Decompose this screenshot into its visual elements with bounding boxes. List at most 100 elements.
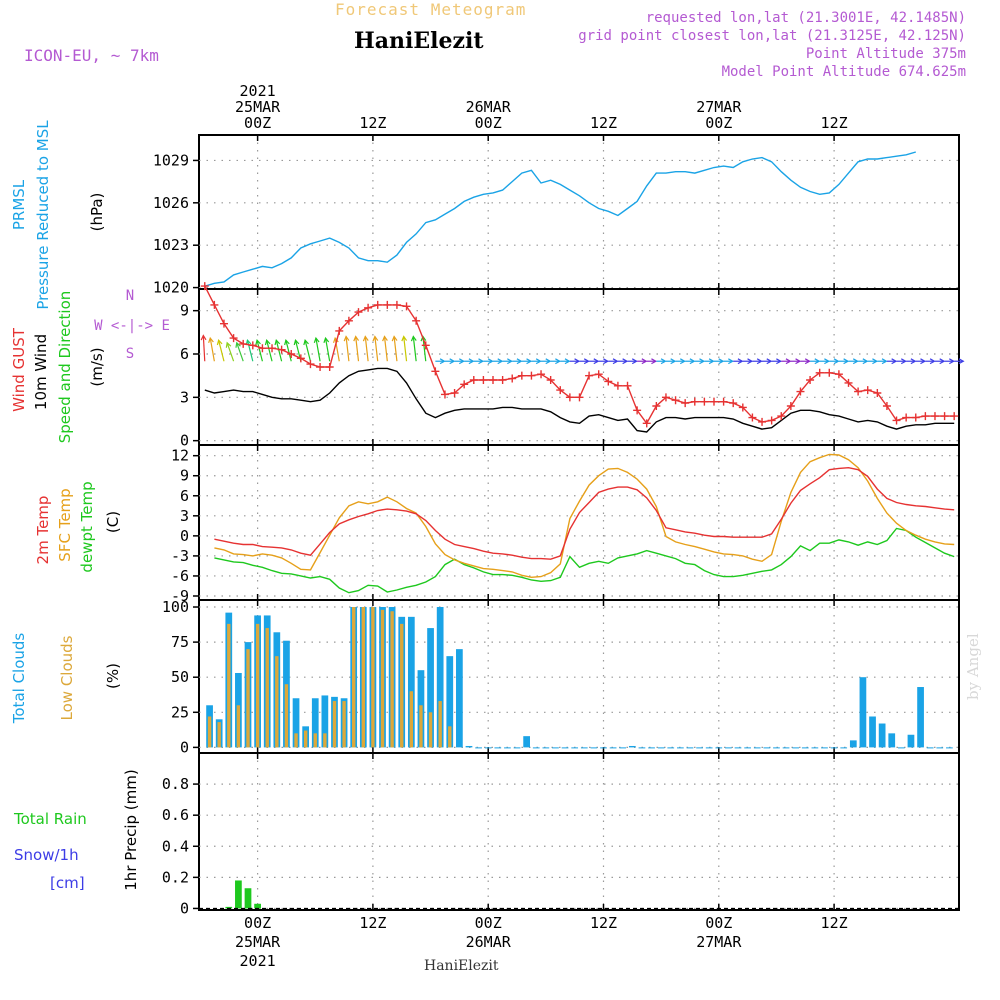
wind-arrow (275, 340, 283, 362)
total-cloud-bar (407, 616, 415, 748)
gust-marker (729, 399, 738, 408)
total-cloud-bar (292, 698, 300, 748)
wind-arrow-head (401, 335, 408, 342)
total-cloud-bar (446, 656, 454, 748)
total-cloud-bar (811, 747, 819, 749)
gridpoint-coords: grid point closest lon,lat (21.3125E, 42… (578, 28, 966, 44)
y-tick-label: 100 (162, 598, 189, 616)
wind-arrow (236, 342, 244, 362)
total-cloud-bar (801, 747, 809, 749)
total-cloud-bar (705, 747, 713, 749)
gust-marker (671, 396, 680, 405)
wind-arrow (285, 340, 292, 362)
gust-marker (585, 371, 594, 380)
y-tick-label: 1020 (153, 279, 189, 297)
time-label-bottom: 2021 (240, 952, 276, 970)
wind-arrow (246, 340, 254, 362)
low-cloud-bar (246, 649, 250, 748)
gust-marker (623, 381, 632, 390)
total-cloud-bar (840, 747, 848, 749)
wind-arrow (383, 336, 388, 362)
total-cloud-bar (513, 747, 521, 749)
time-label-top: 2021 (240, 82, 276, 100)
gust-marker (498, 376, 507, 384)
wind-arrow-head (439, 358, 446, 365)
dew-label: dewpt Temp (78, 481, 96, 572)
wind-arrow-head (651, 358, 658, 365)
gust-marker (239, 339, 248, 348)
low-cloud-bar (275, 656, 279, 748)
wind-arrow-head (747, 358, 754, 365)
total-cloud-bar (657, 747, 665, 749)
total-cloud-bar (427, 628, 434, 748)
y-tick-label: 0.6 (162, 806, 189, 824)
gust-marker (882, 402, 891, 410)
total-cloud-bar (696, 747, 703, 749)
y-tick-label: 3 (180, 388, 189, 406)
wind-arrow-head (458, 358, 465, 365)
snow-unit: [cm] (50, 874, 85, 892)
total-cloud-bar (580, 747, 588, 749)
gust-marker (412, 316, 421, 325)
total-cloud-bar (571, 747, 579, 749)
time-label-bottom: 12Z (359, 914, 386, 932)
temp2m-label: 2m Temp (34, 496, 52, 565)
wind-arrow-head (699, 358, 706, 365)
gust-marker (700, 397, 709, 406)
gust-marker (383, 300, 392, 309)
requested-coords: requested lon,lat (21.3001E, 42.1485N) (645, 10, 966, 26)
wind-arrow-head (814, 358, 821, 365)
cloud-unit: (%) (104, 663, 122, 689)
y-tick-label: 9 (180, 467, 189, 485)
time-label-top: 00Z (244, 114, 271, 132)
wind-arrow-head (670, 358, 677, 365)
total-cloud-bar (763, 747, 771, 749)
low-cloud-bar (438, 701, 442, 748)
wind-arrow-head (833, 358, 840, 365)
time-label-top: 12Z (359, 114, 386, 132)
total-cloud-bar (638, 747, 646, 749)
low-cloud-bar (207, 716, 212, 748)
wind-arrow-head (555, 358, 562, 365)
y-tick-label: 75 (171, 633, 189, 651)
gust-marker (248, 341, 257, 350)
time-label-bottom: 00Z (475, 914, 502, 932)
wind-arrow-head (372, 335, 379, 342)
total-cloud-bar (465, 745, 473, 748)
gust-label: Wind GUST (10, 327, 28, 412)
gust-marker (950, 412, 959, 421)
time-label-bottom: 00Z (244, 914, 271, 932)
wind-arrow-head (353, 335, 360, 342)
total-cloud-bar (869, 716, 876, 748)
sfc-label: SFC Temp (56, 488, 74, 561)
total-cloud-bar (523, 736, 530, 748)
wind-arrow-head (881, 358, 888, 365)
total-cloud-bar (628, 745, 636, 748)
wind-arrow (202, 335, 206, 362)
gust-marker (479, 376, 488, 384)
total-cloud-bar (494, 747, 502, 749)
y-tick-label: 50 (171, 668, 189, 686)
gust-marker (402, 302, 411, 311)
wind-arrow-head (852, 358, 859, 365)
total-cloud-bar (782, 747, 790, 749)
total-cloud-bar (475, 747, 482, 749)
wind-arrow-head (949, 358, 955, 365)
rain-bar (225, 906, 233, 909)
time-label-top: 00Z (475, 114, 502, 132)
wind-arrow-head (264, 338, 271, 346)
total-cloud-bar (590, 747, 598, 749)
total-cloud-bar (715, 747, 723, 749)
wind-arrow (345, 336, 350, 362)
gust-marker (268, 344, 277, 353)
gust-marker (777, 412, 786, 421)
total-cloud-bar (946, 747, 953, 749)
wind-arrow-head (391, 335, 398, 342)
wind-arrow-head (468, 358, 475, 365)
time-label-bottom: 12Z (821, 914, 848, 932)
wind-arrow-head (872, 358, 879, 365)
pressure-label-2: Pressure Reduced to MSL (34, 120, 52, 310)
total-cloud-bar (619, 747, 627, 749)
gust-marker (508, 374, 517, 383)
low-cloud-bar (448, 726, 452, 748)
